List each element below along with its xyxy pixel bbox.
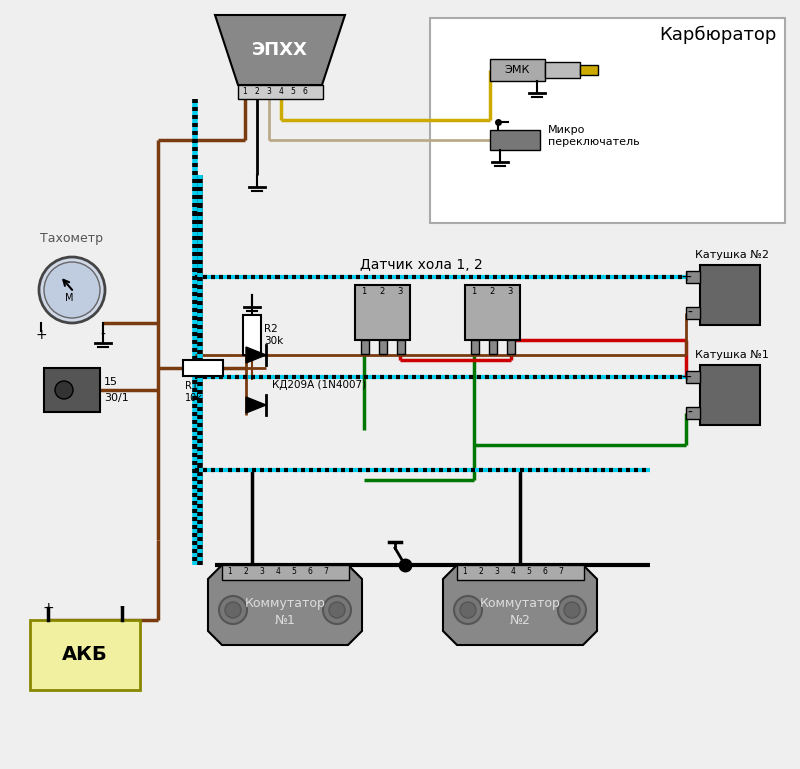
- Bar: [700, 265, 760, 325]
- Bar: [489, 340, 497, 354]
- Bar: [686, 371, 700, 383]
- Bar: [243, 315, 261, 355]
- Bar: [686, 407, 700, 419]
- Circle shape: [225, 602, 241, 618]
- Bar: [507, 340, 515, 354]
- Text: +: +: [42, 601, 54, 615]
- Bar: [379, 340, 387, 354]
- Circle shape: [39, 257, 105, 323]
- Circle shape: [55, 381, 73, 399]
- Text: Микро
переключатель: Микро переключатель: [548, 125, 640, 147]
- Text: ЭМК: ЭМК: [504, 65, 530, 75]
- Text: 3: 3: [494, 568, 499, 577]
- Text: 1: 1: [471, 288, 477, 297]
- Text: 1: 1: [242, 88, 247, 96]
- Text: 6: 6: [302, 88, 307, 96]
- Bar: [580, 65, 598, 75]
- Text: 3: 3: [507, 288, 513, 297]
- Text: Катушка №1: Катушка №1: [695, 350, 769, 360]
- Circle shape: [454, 596, 482, 624]
- Text: 3: 3: [259, 568, 265, 577]
- Text: 3: 3: [398, 288, 402, 297]
- Bar: [430, 18, 785, 223]
- Text: +: +: [680, 370, 692, 384]
- Bar: [457, 565, 584, 580]
- Circle shape: [44, 262, 100, 318]
- Text: КД209А (1N4007): КД209А (1N4007): [272, 380, 366, 390]
- Polygon shape: [246, 397, 266, 413]
- Text: 15: 15: [104, 377, 118, 387]
- Text: 5: 5: [526, 568, 531, 577]
- Text: 1: 1: [228, 568, 232, 577]
- Bar: [686, 271, 700, 283]
- Text: Карбюратор: Карбюратор: [660, 26, 777, 45]
- Text: М: М: [65, 293, 74, 303]
- Polygon shape: [215, 15, 345, 85]
- Bar: [361, 340, 369, 354]
- Text: Датчик хола 1, 2: Датчик хола 1, 2: [360, 258, 482, 272]
- Polygon shape: [246, 347, 266, 363]
- Text: R1
10k: R1 10k: [185, 381, 203, 403]
- Polygon shape: [208, 565, 362, 645]
- Text: 1: 1: [362, 288, 366, 297]
- Bar: [700, 365, 760, 425]
- Text: Тахометр: Тахометр: [41, 232, 103, 245]
- Polygon shape: [443, 565, 597, 645]
- Text: 4: 4: [510, 568, 515, 577]
- Circle shape: [564, 602, 580, 618]
- Bar: [355, 285, 410, 340]
- Bar: [686, 307, 700, 319]
- Text: R2
30k: R2 30k: [264, 325, 283, 346]
- Text: №1: №1: [274, 614, 295, 628]
- Text: 4: 4: [278, 88, 283, 96]
- Bar: [397, 340, 405, 354]
- Text: -: -: [687, 306, 692, 320]
- Bar: [238, 85, 323, 99]
- Text: 2: 2: [478, 568, 483, 577]
- Circle shape: [323, 596, 351, 624]
- Circle shape: [219, 596, 247, 624]
- Bar: [222, 565, 349, 580]
- Text: 2: 2: [254, 88, 259, 96]
- Circle shape: [558, 596, 586, 624]
- Bar: [490, 130, 540, 150]
- Text: 5: 5: [290, 88, 295, 96]
- Text: ЭПХХ: ЭПХХ: [252, 41, 308, 59]
- Bar: [471, 340, 479, 354]
- Circle shape: [329, 602, 345, 618]
- Text: -: -: [687, 406, 692, 420]
- Text: -: -: [119, 601, 125, 615]
- Bar: [44, 368, 100, 412]
- Text: 6: 6: [307, 568, 313, 577]
- Text: -: -: [101, 328, 106, 342]
- Bar: [465, 285, 520, 340]
- Bar: [490, 59, 545, 81]
- Bar: [183, 360, 223, 376]
- Bar: [30, 620, 140, 690]
- Text: Коммутатор: Коммутатор: [245, 597, 326, 610]
- Circle shape: [460, 602, 476, 618]
- Text: 7: 7: [323, 568, 329, 577]
- Text: 30/1: 30/1: [104, 393, 129, 403]
- Text: 4: 4: [275, 568, 281, 577]
- Text: Коммутатор: Коммутатор: [479, 597, 561, 610]
- Text: 2: 2: [244, 568, 248, 577]
- Text: 2: 2: [379, 288, 385, 297]
- Text: 7: 7: [558, 568, 563, 577]
- Text: +: +: [680, 270, 692, 284]
- Text: 2: 2: [490, 288, 494, 297]
- Text: Катушка №2: Катушка №2: [695, 250, 769, 260]
- Text: 6: 6: [542, 568, 547, 577]
- Text: 3: 3: [266, 88, 271, 96]
- Text: +: +: [35, 328, 47, 342]
- Bar: [545, 62, 580, 78]
- Text: 5: 5: [291, 568, 297, 577]
- Text: АКБ: АКБ: [62, 645, 108, 664]
- Text: №2: №2: [510, 614, 530, 628]
- Text: 1: 1: [462, 568, 467, 577]
